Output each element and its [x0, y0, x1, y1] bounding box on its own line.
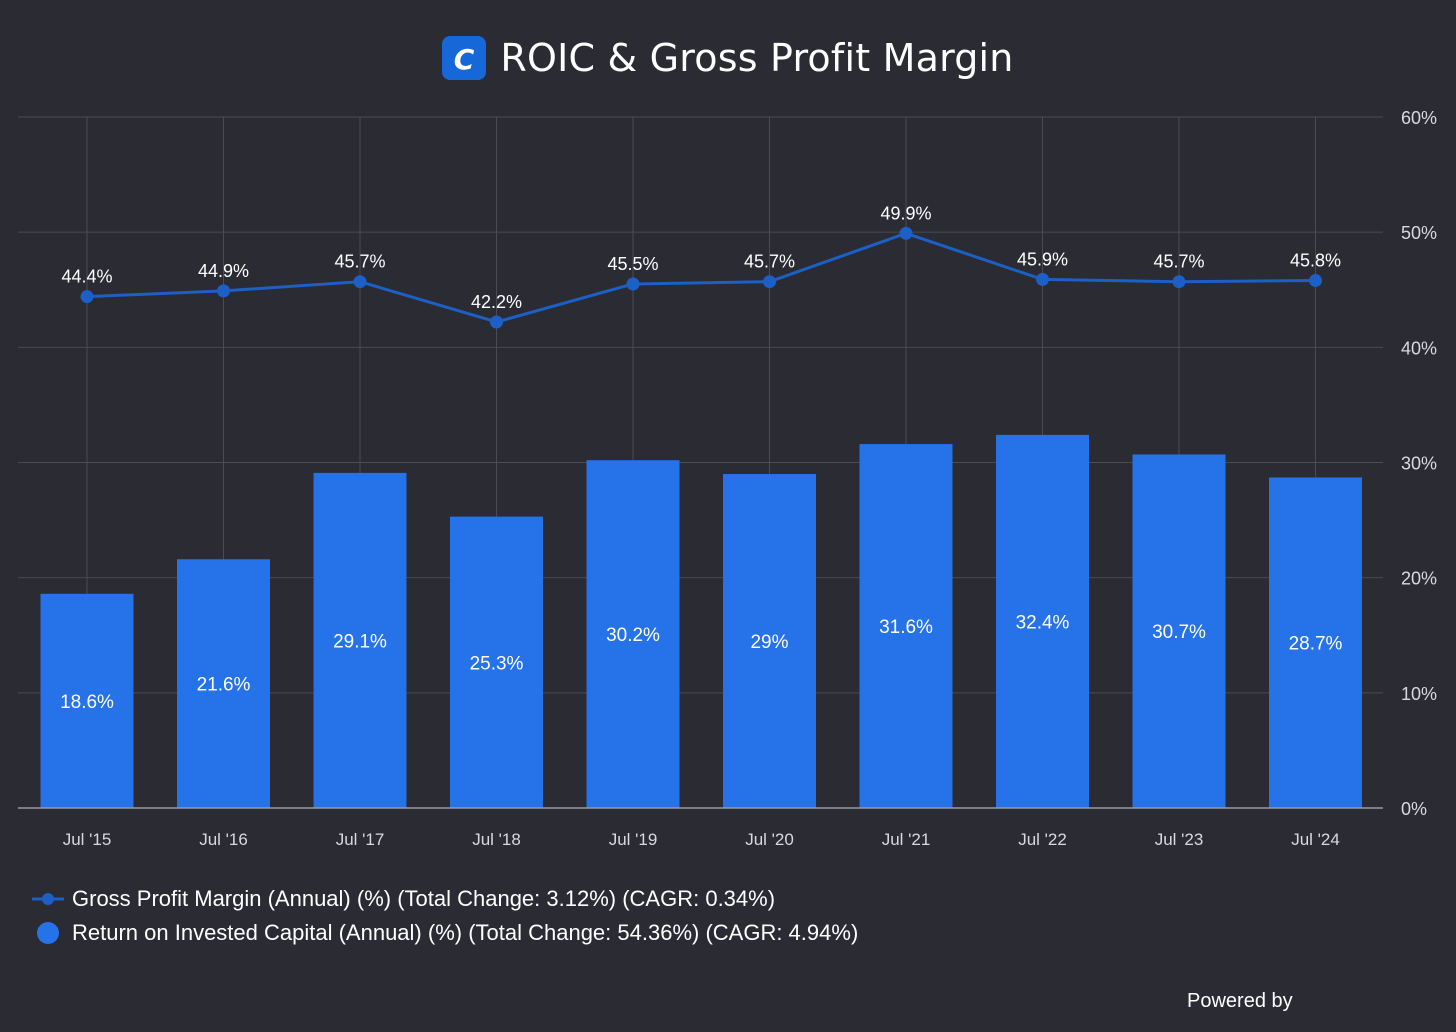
gross-margin-label: 45.9% [1017, 249, 1068, 269]
roic-bar [177, 559, 270, 808]
roic-bar [450, 516, 543, 808]
gross-margin-label: 42.2% [471, 292, 522, 312]
y-tick-label: 50% [1401, 223, 1437, 243]
roic-bar-label: 30.7% [1152, 622, 1206, 643]
gross-margin-point [763, 275, 776, 289]
roic-bar-label: 30.2% [606, 625, 660, 646]
roic-bar [40, 593, 134, 808]
x-tick-label: Jul '15 [63, 830, 112, 849]
roic-bar-label: 32.4% [1016, 612, 1070, 633]
y-tick-label: 30% [1401, 454, 1437, 474]
gross-margin-point [80, 290, 94, 304]
circle-marker-icon [32, 921, 64, 945]
x-tick-label: Jul '22 [1018, 830, 1067, 849]
svg-text:C: C [454, 43, 475, 76]
roic-bar [859, 444, 953, 808]
roic-bar-label: 29.1% [333, 631, 387, 652]
brand-logo-icon: C [442, 36, 487, 80]
gross-margin-point [899, 226, 913, 240]
chart-header: C ROIC & Gross Profit Margin [0, 30, 1456, 86]
legend-item-gross-margin[interactable]: Gross Profit Margin (Annual) (%) (Total … [32, 882, 858, 916]
x-tick-label: Jul '19 [609, 830, 658, 849]
chart-legend: Gross Profit Margin (Annual) (%) (Total … [32, 882, 858, 950]
y-tick-label: 10% [1401, 684, 1437, 704]
chart-area: 0% 10% 20% 30% 40% 50% 60% 18.6% 21.6% 29.1% 25.3%… [18, 108, 1437, 849]
x-tick-label: Jul '18 [472, 830, 521, 849]
gross-margin-label: 45.7% [744, 252, 795, 272]
x-tick-label: Jul '24 [1291, 830, 1340, 849]
gross-margin-line [86, 231, 1316, 324]
x-tick-label: Jul '17 [336, 830, 385, 849]
roic-bar-label: 28.7% [1289, 634, 1343, 655]
roic-bar-label: 31.6% [879, 617, 933, 638]
x-tick-label: Jul '21 [882, 830, 931, 849]
legend-label-roic: Return on Invested Capital (Annual) (%) … [72, 920, 859, 945]
y-tick-label: 40% [1401, 338, 1437, 358]
roic-bar-label: 21.6% [197, 675, 251, 696]
gross-margin-label: 44.9% [198, 261, 249, 281]
roic-bar [1269, 477, 1362, 808]
gross-margin-point [1309, 274, 1322, 288]
gross-margin-point [217, 284, 230, 298]
legend-item-roic[interactable]: Return on Invested Capital (Annual) (%) … [32, 916, 858, 950]
legend-label-gross-margin: Gross Profit Margin (Annual) (%) (Total … [72, 886, 776, 911]
x-tick-label: Jul '16 [199, 830, 248, 849]
y-tick-label: 0% [1401, 799, 1427, 819]
gross-margin-label: 45.8% [1290, 251, 1341, 271]
gross-margin-label: 45.7% [1153, 252, 1204, 272]
gross-margin-point [353, 275, 367, 289]
gross-margin-label: 45.5% [607, 254, 658, 274]
x-tick-label: Jul '23 [1155, 830, 1204, 849]
gross-margin-point [490, 315, 503, 329]
powered-by-text: Powered by [1187, 990, 1293, 1012]
roic-bar-label: 29% [750, 632, 788, 653]
gross-margin-label: 45.7% [334, 252, 385, 272]
x-tick-label: Jul '20 [745, 830, 794, 849]
gross-margin-label: 44.4% [61, 267, 112, 287]
gross-margin-point [1172, 275, 1186, 289]
y-tick-label: 20% [1401, 569, 1437, 589]
gross-margin-label: 49.9% [880, 203, 931, 223]
roic-bar [313, 472, 407, 808]
line-marker-icon [32, 887, 64, 911]
roic-bar [1132, 454, 1226, 808]
roic-bar [996, 434, 1089, 808]
chart-title: ROIC & Gross Profit Margin [500, 36, 1014, 80]
gross-margin-point [626, 277, 640, 291]
roic-bar [723, 474, 816, 808]
gross-margin-point [1036, 272, 1049, 286]
roic-bar [586, 460, 680, 808]
y-tick-label: 60% [1401, 108, 1437, 128]
logo-glyph-icon: C [454, 43, 475, 76]
roic-bar-label: 18.6% [60, 692, 114, 713]
roic-bar-label: 25.3% [470, 653, 524, 674]
